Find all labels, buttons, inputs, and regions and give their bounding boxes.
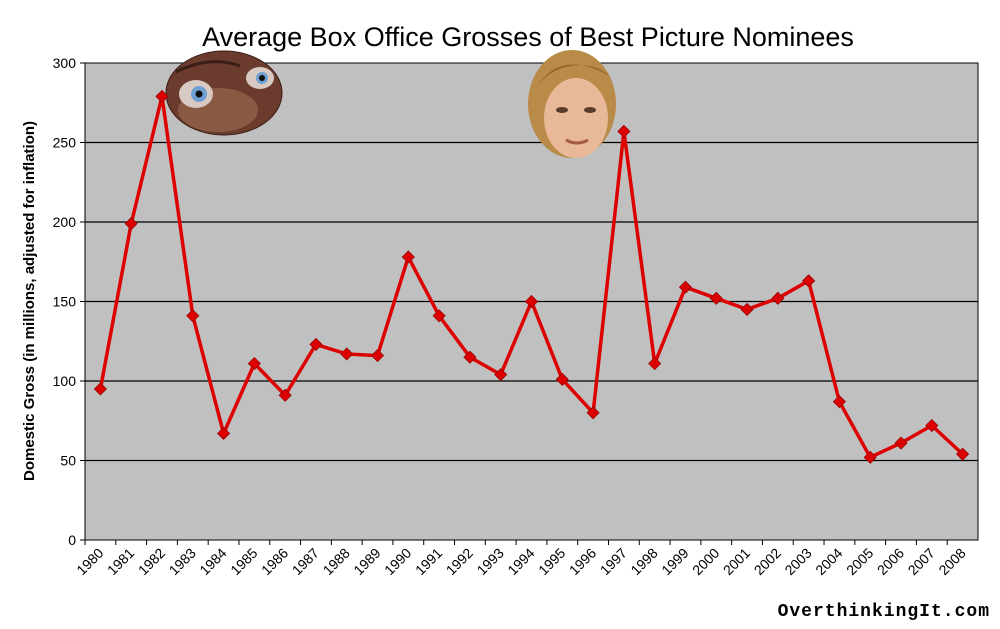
x-tick-label: 1988 (320, 545, 353, 578)
y-axis-label: Domestic Gross (in millions, adjusted fo… (21, 121, 38, 481)
x-tick-label: 1993 (473, 545, 506, 578)
y-tick-label: 250 (53, 135, 77, 151)
x-tick-label: 2003 (781, 545, 814, 578)
x-tick-label: 1985 (227, 545, 260, 578)
data-point-1985 (247, 356, 261, 371)
data-point-1999 (678, 280, 693, 294)
data-point-1998 (648, 356, 662, 371)
data-point-1981 (124, 217, 138, 231)
data-point-1995 (555, 372, 569, 386)
x-tick-label: 1987 (289, 545, 322, 578)
x-tick-label: 1992 (443, 545, 476, 578)
x-tick-label: 2000 (689, 545, 722, 578)
x-tick-label: 1995 (535, 545, 568, 578)
x-tick-label: 1986 (258, 545, 291, 578)
x-tick-label: 1998 (627, 545, 660, 578)
data-point-2006 (894, 436, 908, 450)
et-face-image (165, 50, 283, 136)
x-tick-label: 1982 (135, 545, 168, 578)
data-point-1987 (309, 337, 323, 351)
x-axis-ticks: 1980198119821983198419851986198719881989… (73, 540, 969, 578)
x-tick-label: 1990 (381, 545, 414, 578)
data-point-1994 (524, 294, 539, 309)
x-tick-label: 2006 (874, 545, 907, 578)
y-tick-label: 100 (53, 373, 77, 389)
x-tick-label: 1989 (350, 545, 383, 578)
data-point-1984 (217, 426, 231, 441)
data-point-1997 (617, 124, 631, 138)
data-point-1996 (586, 406, 600, 420)
dicaprio-face-image (528, 50, 616, 158)
data-series (93, 89, 970, 464)
x-tick-label: 2001 (720, 545, 753, 578)
x-tick-label: 2004 (812, 545, 845, 578)
x-tick-label: 1983 (166, 545, 199, 578)
data-point-1980 (93, 382, 107, 396)
data-point-2003 (802, 274, 816, 288)
data-point-1986 (278, 388, 292, 402)
x-tick-label: 1999 (658, 545, 691, 578)
y-axis-ticks: 0 50 100 150 200 250 300 (53, 55, 85, 548)
chart-title: Average Box Office Grosses of Best Pictu… (202, 22, 854, 52)
data-point-1983 (186, 309, 200, 323)
data-point-2007 (925, 418, 939, 433)
data-point-1993 (494, 368, 508, 382)
x-tick-label: 1984 (196, 545, 229, 578)
gridlines (85, 141, 978, 462)
x-tick-label: 1991 (412, 545, 445, 578)
data-point-1988 (340, 347, 354, 361)
data-point-1990 (401, 250, 415, 264)
x-tick-label: 1997 (597, 545, 630, 578)
data-point-1992 (463, 350, 477, 364)
y-tick-label: 300 (53, 55, 77, 71)
x-tick-label: 2005 (843, 545, 876, 578)
x-tick-label: 1981 (104, 545, 137, 578)
x-tick-label: 2008 (935, 545, 968, 578)
data-point-2001 (740, 302, 754, 317)
x-tick-label: 2002 (751, 545, 784, 578)
data-point-2002 (771, 291, 785, 305)
data-point-2004 (832, 395, 846, 409)
data-point-2008 (956, 447, 970, 461)
x-tick-label: 1994 (504, 545, 537, 578)
y-tick-label: 50 (60, 453, 76, 469)
data-point-2000 (709, 291, 723, 305)
y-tick-label: 200 (53, 214, 77, 230)
x-tick-label: 2007 (905, 545, 938, 578)
data-point-1991 (432, 309, 446, 323)
data-point-1989 (370, 348, 385, 363)
data-point-2005 (863, 450, 877, 464)
x-tick-label: 1996 (566, 545, 599, 578)
x-tick-label: 1980 (73, 545, 106, 578)
y-tick-label: 0 (68, 532, 76, 548)
y-tick-label: 150 (53, 294, 77, 310)
data-point-1982 (155, 89, 169, 103)
site-credit: OverthinkingIt.com (778, 602, 990, 622)
